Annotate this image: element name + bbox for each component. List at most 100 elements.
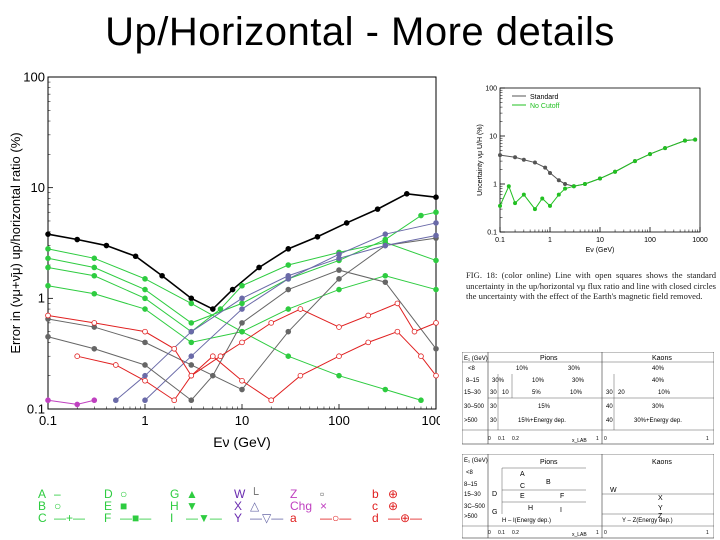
inset-legend-nocutoff: No Cutoff (530, 103, 559, 110)
inset-point-No Cutoff (663, 146, 666, 149)
inset-point-No Cutoff (533, 207, 536, 210)
svg-text:Y: Y (658, 505, 663, 512)
main-point-Y (143, 373, 148, 378)
main-point-total (257, 265, 262, 270)
main-point-Z (286, 287, 291, 292)
svg-text:8–15: 8–15 (466, 378, 480, 384)
main-point-D (240, 283, 245, 288)
main-point-a (366, 313, 371, 318)
main-chart: 0.111010010000.1110100 Eν (GeV) Error in… (0, 65, 440, 535)
legend-col-6: b ⊕ c ⊕ d —⊕— (372, 488, 442, 524)
svg-text:B: B (546, 479, 551, 486)
main-point-D (92, 273, 97, 278)
main-series-Chg (48, 400, 94, 404)
svg-text:10%: 10% (570, 390, 583, 396)
main-point-total (344, 221, 349, 226)
svg-text:30–500: 30–500 (464, 404, 485, 410)
svg-text:3C–500: 3C–500 (464, 504, 486, 510)
svg-text:40: 40 (606, 404, 613, 410)
main-point-a (172, 346, 177, 351)
main-point-A (46, 246, 51, 251)
svg-text:0.2: 0.2 (512, 436, 519, 442)
main-point-Chg (92, 398, 97, 403)
svg-text:40: 40 (606, 418, 613, 424)
svg-text:E₁ (GeV): E₁ (GeV) (464, 356, 488, 362)
main-xtick-label: 1000 (422, 413, 440, 428)
main-point-a (269, 320, 274, 325)
inset-legend-standard: Standard (530, 94, 559, 101)
legend-item: G ▲ (170, 488, 240, 500)
inset-point-Standard (522, 158, 525, 161)
svg-text:5%: 5% (532, 390, 541, 396)
inset-ticks: 0.1 1 10 100 1000 0.1 1 10 100 (485, 85, 708, 244)
main-point-Y (286, 273, 291, 278)
svg-text:0.2: 0.2 (512, 530, 519, 536)
svg-text:15–30: 15–30 (464, 390, 481, 396)
main-point-total (133, 254, 138, 259)
svg-text:F: F (560, 493, 564, 500)
main-point-G (419, 213, 424, 218)
main-point-G (383, 237, 388, 242)
inset-point-Standard (513, 156, 516, 159)
main-point-total (75, 237, 80, 242)
inset-point-No Cutoff (498, 204, 501, 207)
inset-ytick-label: 0.1 (487, 229, 497, 236)
main-point-total (286, 246, 291, 251)
main-ylabel: Error in (νμ+ν̄μ) up/horizontal ratio (%… (8, 132, 23, 353)
main-point-Z (46, 334, 51, 339)
main-point-H (92, 291, 97, 296)
main-point-b (189, 373, 194, 378)
inset-xtick-label: 1 (548, 237, 552, 244)
svg-text:<8: <8 (466, 470, 474, 476)
main-point-G (143, 287, 148, 292)
svg-text:30: 30 (490, 418, 497, 424)
main-xtick-label: 10 (235, 413, 249, 428)
legend-item: A – (38, 488, 108, 500)
main-point-b (143, 378, 148, 383)
main-point-b (395, 329, 400, 334)
table1-row: >500 30 15%+Energy dep. 40 30%+Energy de… (464, 418, 682, 424)
main-point-Z (189, 398, 194, 403)
inset-point-No Cutoff (572, 185, 575, 188)
main-point-Chg (46, 398, 51, 403)
svg-text:10%: 10% (532, 378, 545, 384)
main-point-A (337, 373, 342, 378)
inset-point-Standard (563, 182, 566, 185)
main-point-total (315, 234, 320, 239)
svg-text:10%: 10% (658, 390, 671, 396)
svg-text:1: 1 (706, 436, 709, 442)
main-point-Y (189, 329, 194, 334)
table-labels: E₁ (GeV) Pions Kaons <8 8–15 15–30 3C–50… (462, 454, 714, 540)
svg-text:30%: 30% (572, 378, 585, 384)
svg-text:A: A (520, 471, 525, 478)
main-series-W (48, 238, 436, 389)
main-point-a (434, 320, 439, 325)
inset-series (498, 138, 696, 211)
svg-text:10%: 10% (516, 366, 529, 372)
inset-chart: 0.1 1 10 100 1000 0.1 1 10 100 Standard No Cutof… (470, 78, 710, 258)
main-point-D (434, 258, 439, 263)
inset-point-No Cutoff (598, 177, 601, 180)
main-point-H (383, 273, 388, 278)
inset-point-No Cutoff (694, 138, 697, 141)
main-point-Z (210, 373, 215, 378)
inset-point-Standard (544, 166, 547, 169)
inset-xtick-label: 0.1 (495, 237, 505, 244)
main-point-A (383, 387, 388, 392)
inset-point-No Cutoff (683, 139, 686, 142)
main-ytick-label: 10 (31, 180, 45, 195)
svg-text:G: G (492, 509, 497, 516)
svg-text:H – I(Energy dep.): H – I(Energy dep.) (502, 518, 551, 524)
legend-item: D ○ (104, 488, 174, 500)
svg-text:30: 30 (606, 390, 613, 396)
legend-item: d —⊕— (372, 512, 442, 524)
table1-row: 15–30 30 10 5% 10% 30 20 10% (464, 390, 671, 396)
main-point-Chg (75, 402, 80, 407)
main-xtick-label: 1 (141, 413, 148, 428)
legend-item: b ⊕ (372, 488, 442, 500)
main-point-A (143, 276, 148, 281)
main-point-Y (337, 256, 342, 261)
svg-text:30: 30 (490, 390, 497, 396)
svg-text:30: 30 (490, 404, 497, 410)
main-point-W (337, 276, 342, 281)
